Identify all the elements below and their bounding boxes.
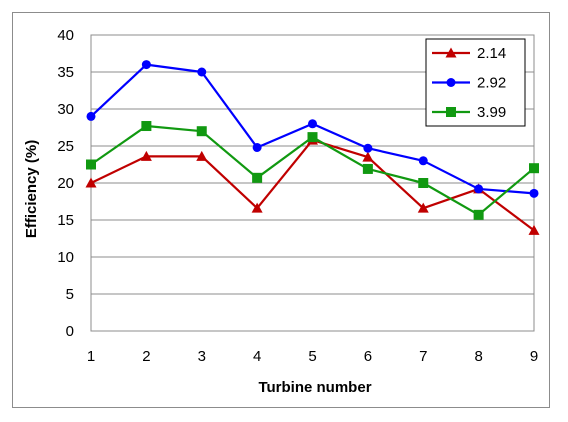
data-point [362,151,374,162]
data-point [141,121,152,132]
data-point [308,119,317,129]
y-axis-title: Efficiency (%) [23,140,40,238]
x-tick-label: 6 [364,348,372,365]
data-point [362,163,373,174]
data-point [529,163,539,174]
data-point [141,60,151,70]
data-point [473,209,484,220]
legend-marker [446,78,456,87]
x-tick-label: 7 [419,348,427,365]
legend-marker [446,107,456,117]
data-point [86,159,96,170]
y-tick-label: 30 [57,101,74,118]
series-2 [86,121,539,220]
data-point [197,67,207,77]
x-tick-label: 1 [87,348,95,365]
y-tick-label: 10 [57,249,74,266]
legend-label: 2.14 [477,45,506,62]
y-tick-label: 0 [66,323,74,340]
y-axis-ticks: 0 5 10 15 20 25 30 35 40 [57,27,74,340]
data-point [417,202,429,213]
data-point [528,224,540,235]
x-tick-label: 3 [198,348,206,365]
data-point [474,184,484,194]
legend-item-1: 2.92 [432,75,506,92]
y-tick-label: 35 [57,64,74,81]
y-tick-label: 20 [57,175,74,192]
series-1 [86,60,539,198]
y-tick-label: 15 [57,212,74,229]
data-point [418,156,428,166]
data-point [252,172,263,183]
legend-item-2: 3.99 [432,104,506,121]
data-point [363,143,373,153]
x-tick-label: 5 [308,348,316,365]
legend-label: 3.99 [477,104,506,121]
series-line [90,138,535,232]
data-point [140,150,152,161]
x-axis-ticks: 1 2 3 4 5 6 7 8 9 [87,348,538,365]
series-group [85,60,540,235]
data-point [307,132,318,143]
y-tick-label: 5 [66,286,74,303]
data-point [85,177,97,188]
data-point [196,150,208,161]
legend: 2.14 2.92 3.99 [425,38,526,127]
x-tick-label: 8 [474,348,482,365]
x-tick-label: 9 [530,348,538,365]
data-point [196,126,207,137]
legend-label: 2.92 [477,75,506,92]
legend-item-0: 2.14 [432,45,506,62]
y-tick-label: 40 [57,27,74,44]
data-point [529,188,539,198]
x-axis-title: Turbine number [258,379,371,396]
y-tick-label: 25 [57,138,74,155]
legend-marker [445,47,457,58]
data-point [251,202,263,213]
data-point [418,178,429,188]
data-point [86,111,96,121]
data-point [252,142,262,152]
x-tick-label: 4 [253,348,261,365]
x-tick-label: 2 [142,348,150,365]
